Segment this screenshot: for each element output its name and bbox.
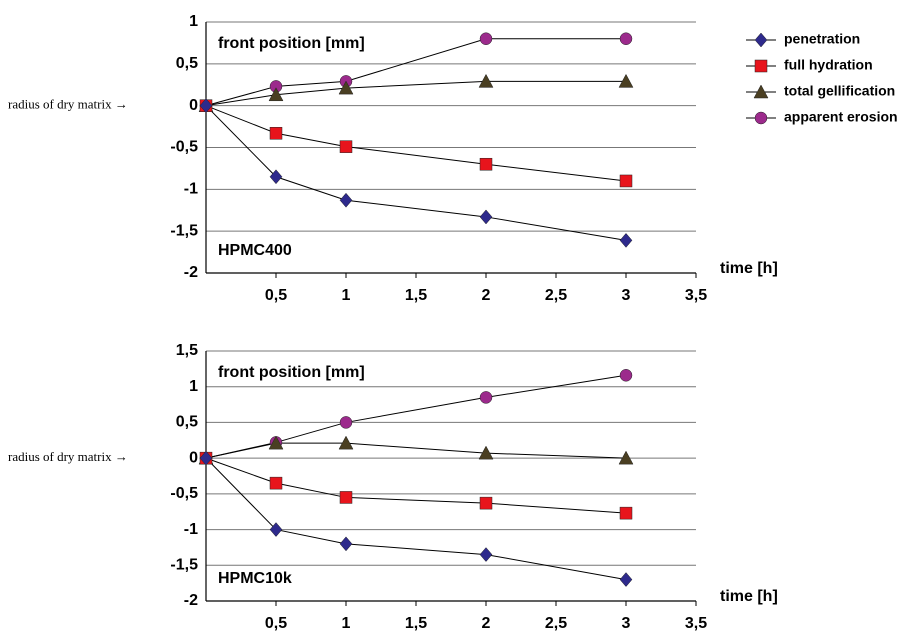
x-tick-label: 0,5 <box>265 615 287 632</box>
y-tick-label: 1 <box>189 378 198 395</box>
series-line <box>205 374 627 459</box>
x-axis-label: time [h] <box>720 588 778 605</box>
marker <box>478 73 494 88</box>
panel-label: HPMC10k <box>218 570 292 587</box>
marker <box>619 174 633 188</box>
series-line <box>205 442 627 459</box>
x-tick-label: 3 <box>622 287 631 304</box>
x-axis-label: time [h] <box>720 260 778 277</box>
marker <box>479 547 493 562</box>
x-tick-label: 1 <box>342 615 351 632</box>
marker <box>619 572 633 587</box>
legend-marker <box>754 32 768 48</box>
y-tick-label: -1 <box>184 181 198 198</box>
marker <box>619 506 633 520</box>
panel-label: HPMC400 <box>218 242 292 259</box>
marker <box>618 73 634 88</box>
series-line <box>205 457 627 581</box>
marker <box>339 536 353 552</box>
marker <box>338 435 354 450</box>
y-tick-label: -0,5 <box>170 485 198 502</box>
marker <box>339 416 353 429</box>
legend-marker <box>753 84 769 99</box>
y-tick-label: 0,5 <box>176 414 198 431</box>
series-line <box>205 80 626 107</box>
legend-label: penetration <box>784 31 860 47</box>
marker <box>268 87 284 102</box>
y-tick-label: -1 <box>184 521 198 538</box>
y-tick-label: 1,5 <box>176 342 198 359</box>
marker <box>619 232 633 248</box>
marker <box>339 140 353 153</box>
x-tick-label: 3,5 <box>685 615 707 632</box>
x-tick-label: 3,5 <box>685 287 707 304</box>
annotation: front position [mm] <box>218 364 365 381</box>
y-tick-label: -0,5 <box>170 139 198 156</box>
marker <box>618 450 634 465</box>
legend-label: total gellification <box>784 83 895 99</box>
side-note: radius of dry matrix → <box>8 449 128 464</box>
marker <box>338 80 354 95</box>
marker <box>269 127 283 140</box>
legend-label: full hydration <box>784 57 873 73</box>
annotation: front position [mm] <box>218 35 365 52</box>
marker <box>339 491 353 504</box>
x-tick-label: 2 <box>482 615 491 632</box>
marker <box>619 32 633 45</box>
y-tick-label: -2 <box>184 264 198 281</box>
marker <box>268 435 284 450</box>
side-note: radius of dry matrix → <box>8 97 128 112</box>
y-tick-label: 0 <box>189 449 198 466</box>
x-tick-label: 2,5 <box>545 615 567 632</box>
legend-label: apparent erosion <box>784 109 898 125</box>
y-tick-label: 0 <box>189 97 198 114</box>
marker <box>269 476 283 490</box>
series-line <box>205 457 627 514</box>
legend-marker <box>754 59 768 73</box>
marker <box>478 445 494 460</box>
y-tick-label: -2 <box>184 592 198 609</box>
marker <box>479 496 493 510</box>
x-tick-label: 3 <box>622 615 631 632</box>
x-tick-label: 2 <box>482 287 491 304</box>
marker <box>269 169 283 185</box>
y-tick-label: 1 <box>189 13 198 30</box>
marker <box>269 522 283 537</box>
marker <box>479 32 493 45</box>
y-tick-label: 0,5 <box>176 55 198 72</box>
marker <box>199 98 213 114</box>
marker <box>339 192 353 208</box>
x-tick-label: 0,5 <box>265 287 287 304</box>
marker <box>479 391 493 404</box>
marker <box>199 450 213 466</box>
y-tick-label: -1,5 <box>170 222 198 239</box>
x-tick-label: 1 <box>342 287 351 304</box>
x-tick-label: 1,5 <box>405 615 427 632</box>
marker <box>619 369 633 382</box>
legend-marker <box>754 111 768 125</box>
x-tick-label: 1,5 <box>405 287 427 304</box>
x-tick-label: 2,5 <box>545 287 567 304</box>
marker <box>479 157 493 171</box>
y-tick-label: -1,5 <box>170 557 198 574</box>
marker <box>479 209 493 225</box>
